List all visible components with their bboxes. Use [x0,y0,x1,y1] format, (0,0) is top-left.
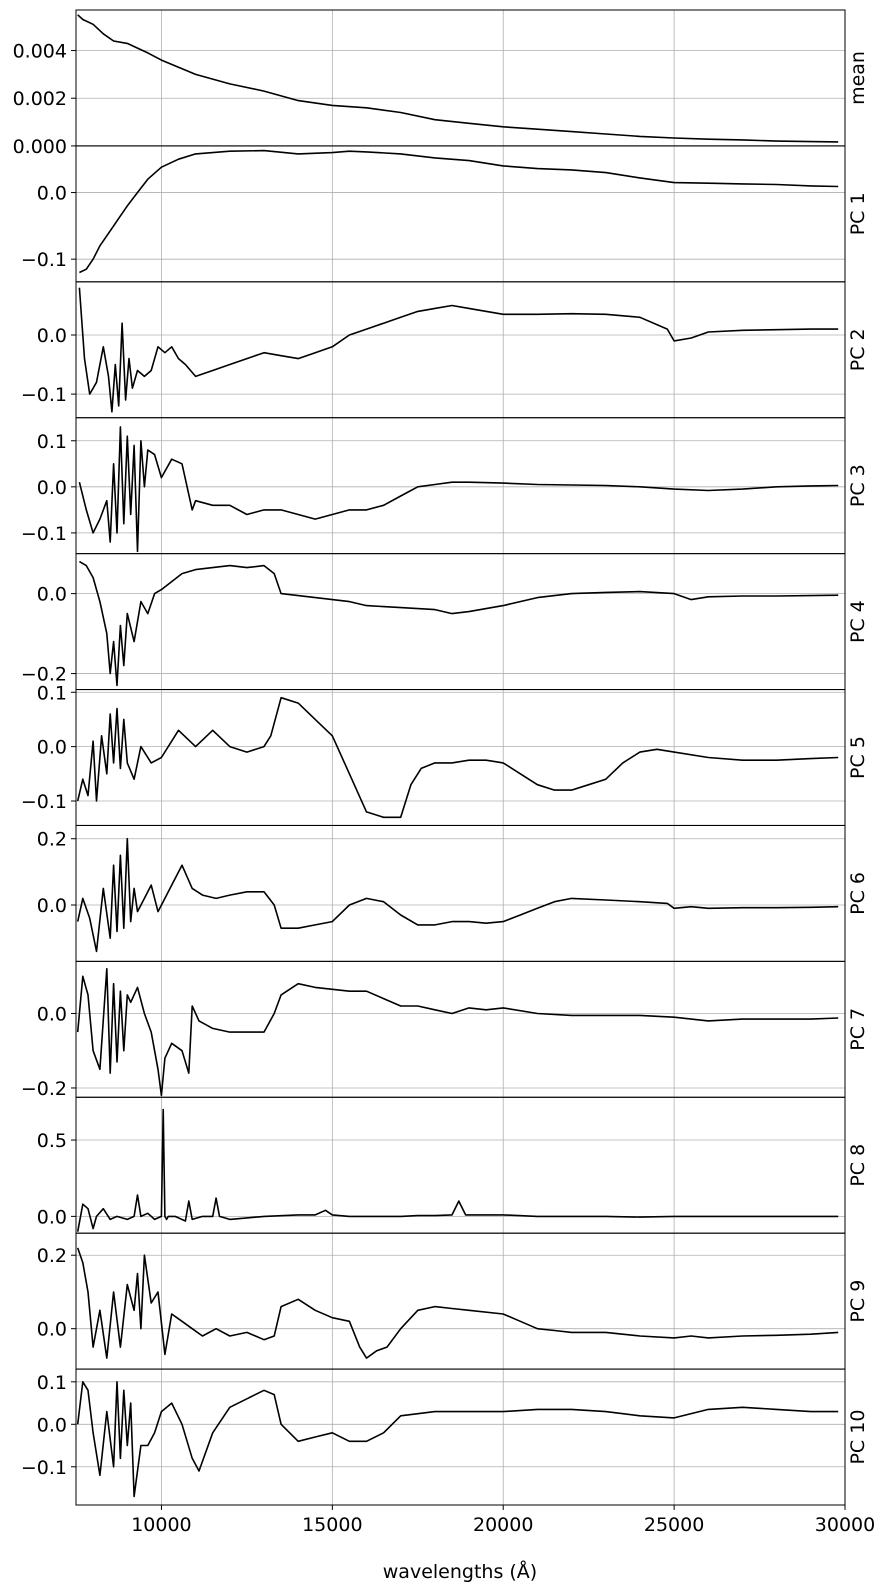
y-tick-label: 0.002 [13,88,67,110]
x-tick-label: 30000 [815,1514,875,1536]
y-tick-label: −0.1 [21,249,67,271]
y-tick-label: −0.1 [21,791,67,813]
panel-pc-7: −0.2 0.0 PC 7 [21,960,869,1100]
y-tick-label: −0.1 [21,1457,67,1479]
y-tick-label: 0.2 [37,1245,67,1267]
panel-label: PC 1 [847,192,869,235]
y-tick-label: 0.5 [37,1130,67,1152]
x-tick-label: 25000 [644,1514,704,1536]
y-tick-label: 0.0 [37,477,67,499]
panel-label: PC 5 [847,736,869,779]
x-axis: 10000 15000 20000 25000 30000 [131,1505,875,1536]
series-line-mean [77,14,839,143]
x-tick-label: 10000 [131,1514,191,1536]
panel-label: PC 2 [847,328,869,371]
panel-frame [75,281,846,419]
y-tick-label: 0.0 [37,1003,67,1025]
y-tick-label: 0.0 [37,183,67,205]
y-tick-label: −0.1 [21,523,67,545]
panel-pc-4: −0.2 0.0 PC 4 [21,553,869,691]
panel-frame [75,145,846,283]
panel-label: PC 7 [847,1008,869,1051]
y-tick-label: 0.004 [13,41,67,63]
x-axis-label: wavelengths (Å) [383,1560,537,1583]
series-line-pc-10 [76,1381,839,1498]
y-tick-label: 0.2 [37,829,67,851]
panel-label: PC 9 [847,1280,869,1323]
y-tick-label: 0.000 [13,136,67,158]
y-tick-label: 0.0 [37,1414,67,1436]
panel-label: mean [847,51,869,105]
y-tick-label: −0.2 [21,1078,67,1100]
series-line-pc-5 [76,696,839,819]
panel-label: PC 10 [847,1410,869,1465]
series-line-pc-6 [76,837,839,953]
panel-frame [75,1232,846,1370]
panel-pc-1: −0.1 0.0 PC 1 [21,145,869,283]
y-tick-label: 0.0 [37,1319,67,1341]
series-line-pc-1 [79,149,839,274]
y-tick-label: 0.1 [37,682,67,704]
panel-pc-3: −0.1 0.0 0.1 PC 3 [21,417,869,555]
panel-label: PC 3 [847,464,869,507]
series-line-pc-2 [78,287,839,413]
panel-label: PC 6 [847,872,869,915]
y-tick-label: 0.1 [37,1372,67,1394]
panel-frame [75,824,846,962]
panels: 0.000 0.002 0.004 mean −0.1 0.0 PC 1 −0.1 0.0 PC … [13,9,869,1506]
panel-frame [75,689,846,826]
panel-frame [75,553,846,691]
panel-label: PC 8 [847,1144,869,1187]
panel-pc-9: 0.0 0.2 PC 9 [37,1232,869,1370]
y-tick-label: −0.1 [21,384,67,406]
series-line-pc-8 [76,1108,839,1232]
y-tick-label: 0.0 [37,895,67,917]
y-tick-label: 0.0 [37,584,67,606]
x-tick-label: 20000 [473,1514,533,1536]
y-tick-label: 0.1 [37,431,67,453]
panel-pc-10: −0.1 0.0 0.1 PC 10 [21,1368,869,1506]
series-line-pc-9 [76,1247,839,1359]
series-line-pc-7 [76,967,839,1097]
series-line-pc-4 [78,560,839,687]
x-tick-label: 15000 [302,1514,362,1536]
y-tick-label: 0.0 [37,325,67,347]
y-tick-label: 0.0 [37,737,67,759]
y-tick-label: −0.2 [21,664,67,686]
panel-pc-8: 0.0 0.5 PC 8 [37,1096,869,1234]
panel-mean: 0.000 0.002 0.004 mean [13,9,869,158]
panel-pc-2: −0.1 0.0 PC 2 [21,281,869,419]
panel-pc-5: −0.1 0.0 0.1 PC 5 [21,682,869,826]
panel-frame [75,9,846,147]
panel-frame [75,1368,846,1506]
y-tick-label: 0.0 [37,1206,67,1228]
panel-pc-6: 0.0 0.2 PC 6 [37,824,869,962]
panel-label: PC 4 [847,600,869,643]
series-line-pc-3 [78,426,839,553]
